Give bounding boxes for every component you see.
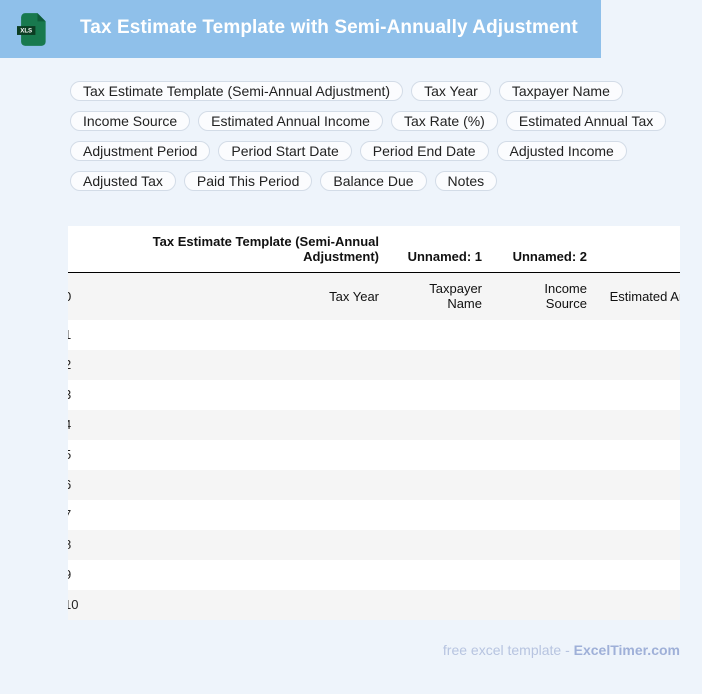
svg-text:XLS: XLS xyxy=(20,28,32,35)
